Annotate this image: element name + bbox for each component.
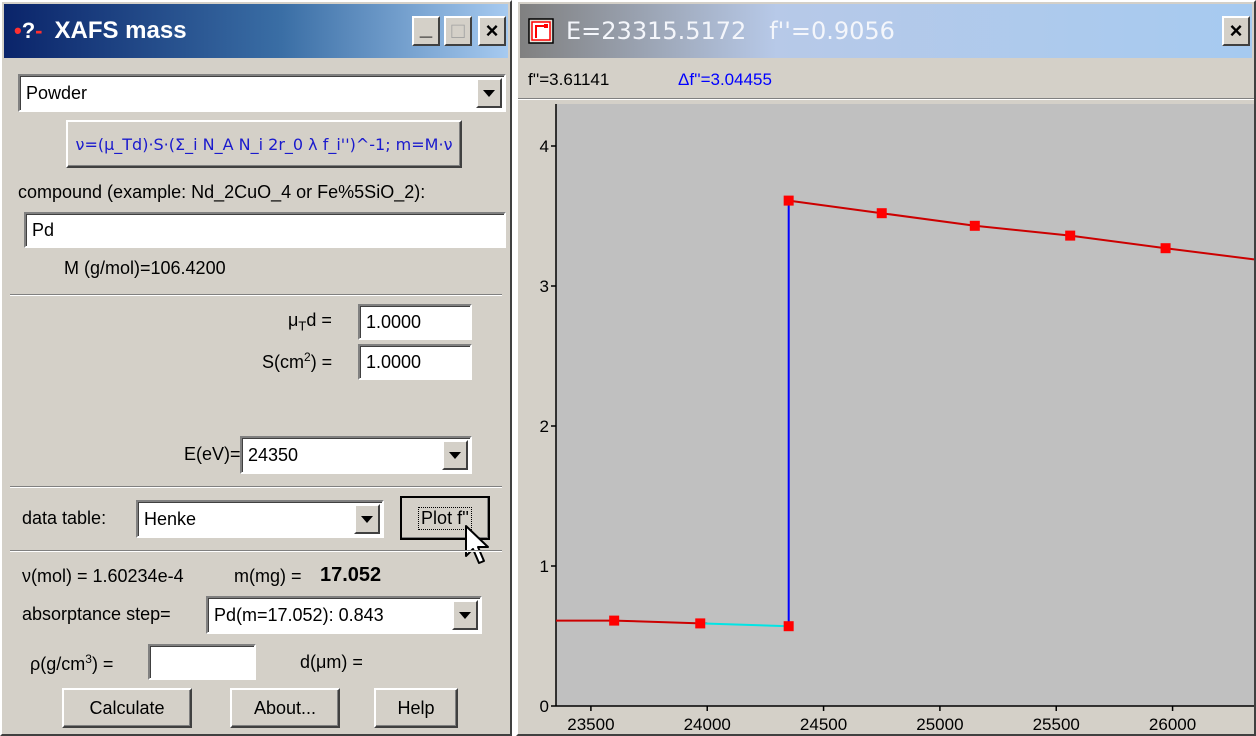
energy-label: E(eV)= <box>184 444 241 464</box>
series-line-above-edge <box>788 199 1254 261</box>
x-tick-label: 25500 <box>1033 715 1080 734</box>
calculate-label: Calculate <box>89 697 165 718</box>
area-value: 1.0000 <box>366 351 422 372</box>
molar-mass-text: M (g/mol)=106.4200 <box>64 258 226 278</box>
plot-area <box>556 104 1254 706</box>
absorptance-label: absorptance step= <box>22 604 171 624</box>
series-line-bridge <box>700 622 789 628</box>
x-tick-label: 24500 <box>800 715 847 734</box>
close-icon: × <box>485 18 499 43</box>
y-tick-label: 3 <box>540 277 549 296</box>
energy-select[interactable]: 24350 <box>240 436 472 474</box>
mass-label: m(mg) = <box>234 566 302 586</box>
maximize-icon: □ <box>451 18 465 43</box>
density-input[interactable] <box>148 644 256 680</box>
close-button[interactable]: × <box>478 16 506 46</box>
thickness-label: d(μm) = <box>300 652 363 672</box>
fpp-readout: f''=3.61141 <box>528 70 610 89</box>
close-button[interactable]: × <box>1222 16 1250 46</box>
mu-label: μTd = <box>288 310 332 334</box>
close-icon: × <box>1229 18 1243 43</box>
about-label: About... <box>253 697 317 718</box>
data-point <box>783 621 794 632</box>
compound-value: Pd <box>32 219 55 240</box>
x-tick-label: 26000 <box>1149 715 1196 734</box>
y-tick-label: 2 <box>540 417 549 436</box>
divider <box>518 98 1254 100</box>
maximize-button: □ <box>444 16 472 46</box>
density-label: ρ(g/cm3) = <box>30 652 114 674</box>
x-tick-label: 24000 <box>684 715 731 734</box>
mass-value: 17.052 <box>320 564 382 586</box>
mouse-cursor-icon <box>465 525 489 564</box>
data-table-value: Henke <box>144 508 197 529</box>
x-tick-label: 25000 <box>916 715 963 734</box>
chart-app-icon <box>528 18 554 44</box>
nu-result: ν(mol) = 1.60234e-4 <box>22 566 184 586</box>
help-label: Help <box>397 697 435 718</box>
area-label: S(cm2) = <box>262 350 333 372</box>
calculate-button[interactable]: Calculate <box>62 688 192 728</box>
sample-type-select[interactable]: Powder <box>18 74 506 112</box>
compound-label: compound (example: Nd_2CuO_4 or Fe%5SiO_… <box>18 182 426 202</box>
data-point <box>783 195 794 206</box>
chevron-down-icon[interactable] <box>452 600 478 630</box>
title-bar[interactable]: E=23315.5172 f''=0.9056 × <box>520 4 1252 58</box>
plot-fpp-label: Plot f'' <box>418 506 472 530</box>
y-tick-label: 0 <box>540 697 549 716</box>
absorptance-value: Pd(m=17.052): 0.843 <box>214 604 384 625</box>
chevron-down-icon[interactable] <box>442 440 468 470</box>
delta-fpp-readout: Δf''=3.04455 <box>678 70 772 89</box>
divider <box>10 550 502 552</box>
plot-window: E=23315.5172 f''=0.9056 × f''=3.61141 Δf… <box>516 0 1256 736</box>
y-tick-label: 4 <box>540 137 549 156</box>
data-point <box>876 208 887 219</box>
data-point <box>1065 230 1076 241</box>
plot-fpp-button[interactable]: Plot f'' <box>400 496 490 540</box>
chevron-down-icon[interactable] <box>476 78 502 108</box>
area-input[interactable]: 1.0000 <box>358 344 472 380</box>
sample-type-value: Powder <box>26 82 88 103</box>
window-title: E=23315.5172 f''=0.9056 <box>566 17 895 45</box>
data-table-select[interactable]: Henke <box>136 500 384 538</box>
about-button[interactable]: About... <box>230 688 340 728</box>
x-tick-label: 23500 <box>567 715 614 734</box>
chevron-down-icon[interactable] <box>354 504 380 534</box>
compound-input[interactable]: Pd <box>24 212 506 248</box>
minimize-button[interactable]: _ <box>412 16 440 46</box>
data-table-label: data table: <box>22 508 107 528</box>
minimize-icon: _ <box>419 15 433 40</box>
fpp-chart[interactable]: 0 1 2 3 4 23500 24000 24500 25000 25500 26000 <box>518 102 1254 736</box>
help-button[interactable]: Help <box>374 688 458 728</box>
data-point <box>969 220 980 231</box>
absorptance-select[interactable]: Pd(m=17.052): 0.843 <box>206 596 482 634</box>
window-title: XAFS mass <box>54 17 187 44</box>
y-tick-label: 1 <box>540 557 549 576</box>
title-bar[interactable]: •?- XAFS mass _ □ × <box>4 4 508 58</box>
divider <box>10 294 502 296</box>
data-point <box>609 615 620 626</box>
formula-text: ν=(μ_Td)·S·(Σ_i N_A N_i 2r_0 λ f_i'')^-1… <box>75 134 453 154</box>
xafs-mass-window: •?- XAFS mass _ □ × Powder ν=(μ_Td)·S·(Σ… <box>0 0 512 736</box>
mu-input[interactable]: 1.0000 <box>358 304 472 340</box>
divider <box>10 486 502 488</box>
formula-button[interactable]: ν=(μ_Td)·S·(Σ_i N_A N_i 2r_0 λ f_i'')^-1… <box>66 120 462 168</box>
app-icon: •?- <box>14 18 43 43</box>
data-point <box>695 618 706 629</box>
energy-value: 24350 <box>248 444 299 465</box>
mu-value: 1.0000 <box>366 311 422 332</box>
data-point <box>1160 243 1171 254</box>
